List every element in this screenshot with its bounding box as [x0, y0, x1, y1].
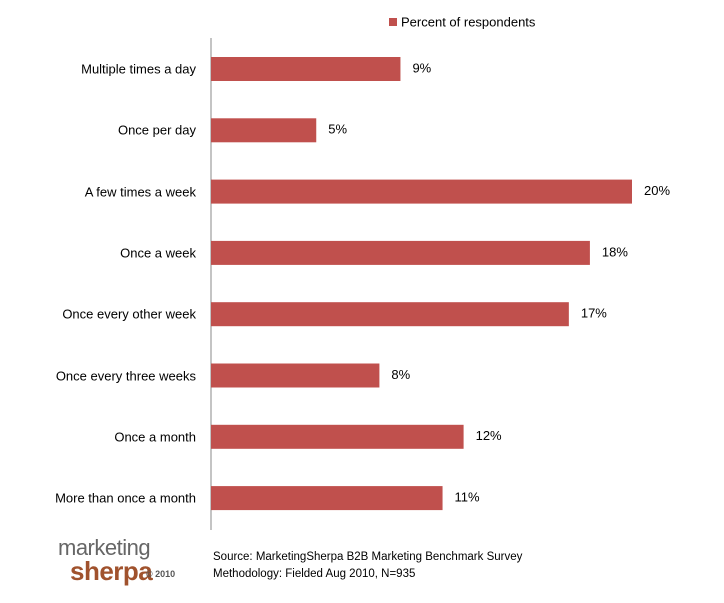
data-label: 5% [328, 122, 347, 137]
data-label: 12% [476, 428, 502, 443]
data-label: 20% [644, 183, 670, 198]
category-label: A few times a week [84, 184, 196, 200]
bar [211, 118, 317, 143]
source-line: Source: MarketingSherpa B2B Marketing Be… [213, 551, 523, 563]
category-label: Once per day [117, 122, 196, 138]
logo-text: © 2010 [146, 569, 176, 579]
category-label: More than once a month [55, 490, 196, 506]
legend-label: Percent of respondents [401, 14, 536, 29]
bar [211, 302, 569, 327]
bar [211, 179, 632, 204]
source-line: Methodology: Fielded Aug 2010, N=935 [213, 568, 416, 580]
data-label: 8% [391, 367, 410, 382]
data-label: 9% [412, 60, 431, 75]
legend-swatch [389, 18, 397, 26]
bar [211, 424, 464, 449]
data-label: 18% [602, 244, 628, 259]
bar [211, 240, 590, 265]
logo-text: sherpa [70, 556, 153, 586]
category-label: Once a month [114, 429, 196, 445]
category-label: Once a week [120, 245, 196, 261]
category-label: Once every three weeks [55, 368, 196, 383]
bar [211, 57, 401, 81]
logo-text: marketing [58, 535, 151, 560]
data-label: 11% [455, 490, 480, 505]
bar [211, 486, 443, 511]
category-label: Multiple times a day [81, 61, 196, 77]
data-label: 17% [581, 306, 607, 321]
bar [211, 363, 380, 388]
category-label: Once every other week [62, 306, 196, 322]
